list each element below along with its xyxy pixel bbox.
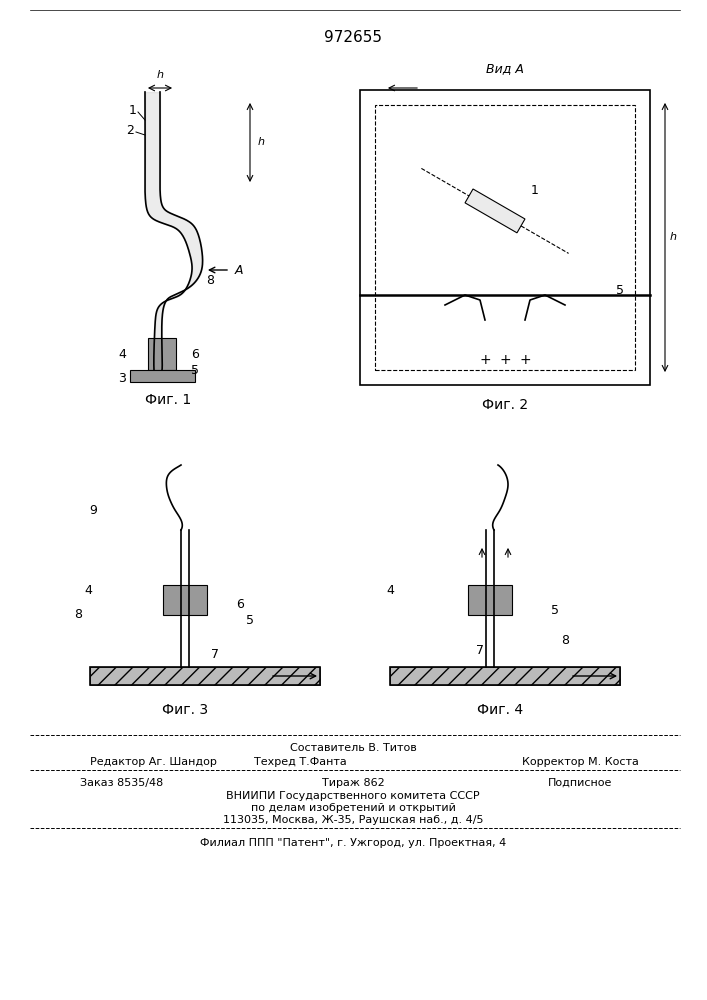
Bar [465,189,525,233]
Text: 7: 7 [211,648,219,662]
Text: 8: 8 [74,608,82,621]
Text: Техред Т.Фанта: Техред Т.Фанта [254,757,346,767]
FancyBboxPatch shape [390,667,620,685]
Text: Фиг. 3: Фиг. 3 [162,703,208,717]
Text: Филиал ППП "Патент", г. Ужгород, ул. Проектная, 4: Филиал ППП "Патент", г. Ужгород, ул. Про… [200,838,506,848]
Bar [130,370,195,382]
Text: Корректор М. Коста: Корректор М. Коста [522,757,638,767]
Text: 6: 6 [236,598,244,611]
Text: +: + [519,353,531,367]
Text: по делам изобретений и открытий: по делам изобретений и открытий [250,803,455,813]
Text: +: + [499,353,511,367]
Bar [148,338,176,370]
Text: Фиг. 1: Фиг. 1 [145,393,191,407]
Bar [360,90,650,385]
Text: 7: 7 [476,644,484,656]
Text: ВНИИПИ Государственного комитета СССР: ВНИИПИ Государственного комитета СССР [226,791,480,801]
Text: 2: 2 [126,123,134,136]
Text: 5: 5 [616,284,624,296]
Text: 5: 5 [191,363,199,376]
Text: Редактор Аг. Шандор: Редактор Аг. Шандор [90,757,217,767]
Text: 113035, Москва, Ж-35, Раушская наб., д. 4/5: 113035, Москва, Ж-35, Раушская наб., д. … [223,815,484,825]
Text: 6: 6 [191,349,199,361]
Text: Подписное: Подписное [548,778,612,788]
Text: Заказ 8535/48: Заказ 8535/48 [80,778,163,788]
Text: Вид А: Вид А [486,62,524,75]
Text: h: h [156,70,163,80]
Text: +: + [479,353,491,367]
Text: Фиг. 4: Фиг. 4 [477,703,523,717]
Bar [468,585,512,615]
FancyBboxPatch shape [90,667,320,685]
Text: 4: 4 [84,584,92,596]
Text: h: h [258,137,265,147]
Text: 9: 9 [89,504,97,516]
Text: 1: 1 [531,184,539,197]
Text: Тираж 862: Тираж 862 [322,778,385,788]
Text: 3: 3 [118,371,126,384]
Text: 1: 1 [129,104,137,116]
Text: Фиг. 2: Фиг. 2 [482,398,528,412]
Text: h: h [670,232,677,242]
Text: 8: 8 [561,634,569,647]
Text: 8: 8 [206,273,214,286]
Bar [375,105,635,370]
Text: Составитель В. Титов: Составитель В. Титов [290,743,416,753]
Text: А: А [235,263,243,276]
Text: 4: 4 [118,349,126,361]
Text: 972655: 972655 [324,29,382,44]
Text: 4: 4 [386,584,394,596]
Text: 5: 5 [246,613,254,626]
Bar [163,585,207,615]
Text: 5: 5 [551,603,559,616]
